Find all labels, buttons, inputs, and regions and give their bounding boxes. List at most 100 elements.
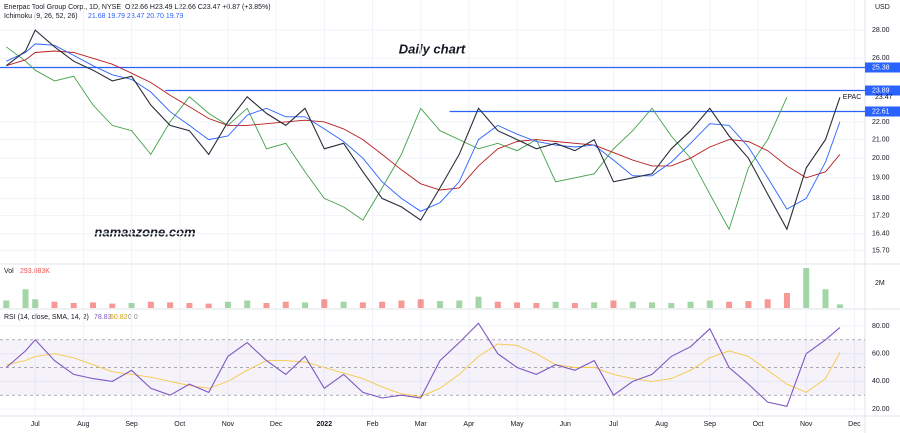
level-tag — [865, 106, 900, 117]
series-line — [5, 29, 841, 231]
rsi-legend-value: 60.82 — [110, 314, 128, 321]
rsi-legend-value: 78.83 — [94, 314, 112, 321]
y-tick-label: 16.40 — [872, 231, 890, 238]
y-tick-label: 80.00 — [872, 323, 890, 330]
volume-bar — [571, 303, 578, 308]
volume-bar — [167, 302, 174, 308]
volume-bar — [70, 303, 77, 308]
volume-bar — [764, 299, 771, 308]
volume-bar — [302, 302, 309, 308]
x-tick-label: Nov — [222, 421, 235, 428]
volume-bar — [514, 302, 521, 308]
volume-bar — [205, 303, 212, 308]
volume-bar — [610, 300, 617, 308]
volume-bar — [745, 301, 752, 308]
volume-bar — [533, 303, 540, 308]
volume-bar — [475, 296, 482, 308]
volume-bar — [147, 301, 154, 308]
volume-bar — [90, 302, 97, 308]
volume-bar — [706, 300, 713, 308]
y-tick-label: 60.00 — [872, 351, 890, 358]
y-tick-label: 2M — [875, 280, 885, 287]
volume-bar — [552, 301, 559, 308]
volume-bar — [128, 303, 135, 308]
last-price: 23.47 — [875, 94, 893, 101]
watermark: namaazone.com — [94, 224, 196, 239]
volume-bar — [321, 299, 328, 308]
volume-bar — [668, 303, 675, 308]
volume-bar — [359, 302, 366, 308]
volume-bar — [398, 300, 405, 308]
y-tick-label: 22.00 — [872, 119, 890, 126]
volume-bar — [109, 303, 116, 308]
level-tag — [865, 85, 900, 96]
level-label: 23.89 — [872, 87, 890, 94]
volume-bar — [340, 301, 347, 308]
x-tick-label: Oct — [174, 421, 185, 428]
y-tick-label: 21.00 — [872, 136, 890, 143]
x-tick-label: Feb — [366, 421, 378, 428]
volume-bar — [591, 302, 598, 308]
indicator-values: 21.68 19.79 23.47 20.70 19.79 — [88, 13, 183, 20]
y-tick-label: 26.00 — [872, 55, 890, 62]
volume-bar — [263, 303, 270, 308]
ohlc-legend: O22.66 H23.49 L22.66 C23.47 +0.87 (+3.85… — [125, 4, 271, 11]
x-tick-label: Dec — [270, 421, 283, 428]
volume-bar — [726, 301, 733, 308]
y-tick-label: 40.00 — [872, 378, 890, 385]
x-tick-label: May — [510, 421, 524, 428]
x-tick-label: Aug — [655, 421, 668, 428]
y-tick-label: 15.70 — [872, 247, 890, 254]
y-tick-label: 19.00 — [872, 175, 890, 182]
symbol-label: EPAC — [843, 94, 862, 101]
x-tick-label: Sep — [704, 421, 717, 428]
indicator-title: Ichimoku (9, 26, 52, 26) — [4, 13, 78, 20]
volume-title: Vol — [4, 268, 14, 275]
volume-bar — [629, 301, 636, 308]
series-line — [6, 50, 841, 191]
volume-bar — [32, 299, 39, 308]
volume-bar — [186, 303, 193, 308]
volume-bar — [224, 301, 231, 308]
volume-bar — [687, 301, 694, 308]
series-line — [6, 46, 788, 231]
volume-bar — [822, 289, 829, 308]
volume-bar — [456, 300, 463, 308]
chart-title: Enerpac Tool Group Corp., 1D, NYSE — [4, 4, 121, 11]
currency: USD — [875, 4, 890, 11]
volume-bar — [836, 304, 843, 308]
x-tick-label: Mar — [415, 421, 428, 428]
volume-bar — [803, 268, 810, 308]
volume-bar — [783, 293, 790, 308]
x-tick-label: Oct — [753, 421, 764, 428]
series-line — [5, 322, 841, 407]
volume-bar — [244, 300, 251, 308]
x-tick-label: Sep — [125, 421, 138, 428]
x-tick-label: Jun — [560, 421, 571, 428]
x-tick-label: Aug — [77, 421, 90, 428]
y-tick-label: 28.00 — [872, 27, 890, 34]
series-line — [6, 343, 841, 398]
x-tick-label: Jul — [609, 421, 618, 428]
x-tick-label: 2022 — [317, 421, 333, 428]
annotation: Daily chart — [399, 41, 466, 56]
level-tag — [865, 62, 900, 73]
level-label: 22.61 — [872, 108, 890, 115]
volume-bar — [3, 300, 10, 308]
x-tick-label: Jul — [31, 421, 40, 428]
volume-bar — [22, 289, 29, 308]
y-tick-label: 18.00 — [872, 195, 890, 202]
y-tick-label: 20.00 — [872, 155, 890, 162]
volume-bar — [51, 301, 58, 308]
x-tick-label: Nov — [800, 421, 813, 428]
volume-bar — [282, 301, 289, 308]
volume-bar — [494, 301, 501, 308]
volume-bar — [417, 299, 424, 308]
series-line — [6, 43, 841, 212]
y-tick-label: 17.20 — [872, 213, 890, 220]
level-label: 25.38 — [872, 64, 890, 71]
volume-bar — [379, 301, 386, 308]
